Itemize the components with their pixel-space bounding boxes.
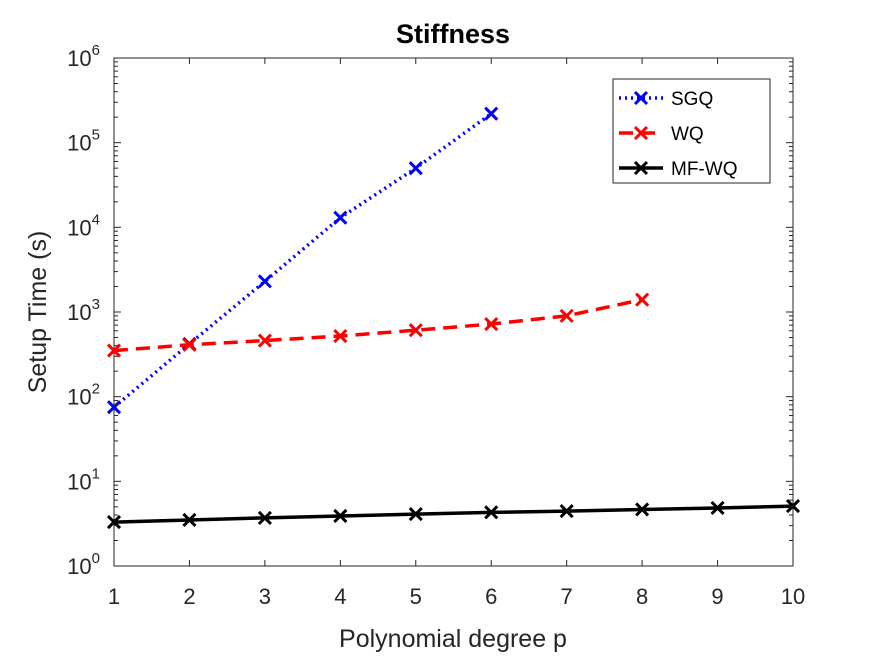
legend-label-wq: WQ [671, 124, 704, 145]
data-point-wq [408, 323, 423, 338]
data-point-wq [106, 343, 122, 358]
tick-layer: 1 2 3 4 5 6 7 8 9 10 100 101 102 103 104 105 106 [67, 42, 805, 609]
x-tick-label: 9 [711, 584, 723, 609]
x-tick-label: 7 [561, 584, 573, 609]
x-tick-label: 2 [183, 584, 195, 609]
y-tick-label: 104 [67, 211, 100, 240]
data-point-wq [257, 333, 272, 348]
y-tick-label: 105 [67, 127, 100, 156]
y-tick-label: 101 [67, 465, 100, 494]
data-point-mf-wq [257, 510, 272, 525]
series-line-wq [113, 297, 643, 353]
chart-title: Stiffness [396, 19, 510, 49]
legend-label-sgq: SGQ [671, 89, 713, 110]
data-point-wq [559, 308, 574, 323]
y-tick-label: 106 [67, 42, 100, 71]
series-line-mf-wq [113, 504, 794, 524]
legend-marker-mf-wq [633, 160, 649, 176]
data-point-mf-wq [710, 500, 725, 516]
data-point-mf-wq [785, 499, 801, 514]
legend: SGQ WQ MF-WQ [612, 78, 771, 184]
data-point-sgq [333, 210, 348, 225]
x-tick-label: 8 [636, 584, 648, 609]
y-tick-label: 100 [67, 550, 100, 579]
x-tick-label: 4 [334, 584, 346, 609]
data-point-mf-wq [484, 505, 499, 520]
data-point-sgq [257, 274, 272, 289]
y-tick-label: 102 [67, 381, 100, 410]
x-tick-label: 6 [485, 584, 497, 609]
data-point-mf-wq [408, 507, 423, 522]
x-tick-label: 5 [410, 584, 422, 609]
data-point-sgq [484, 106, 499, 121]
legend-label-mf-wq: MF-WQ [671, 159, 737, 180]
x-axis-label: Polynomial degree p [339, 625, 567, 653]
series-layer [106, 106, 801, 530]
x-tick-label: 1 [108, 584, 120, 609]
data-point-mf-wq [333, 508, 348, 524]
data-point-mf-wq [182, 512, 197, 527]
data-point-sgq [106, 400, 122, 415]
y-tick-label: 103 [67, 296, 100, 325]
data-point-wq [635, 292, 650, 307]
x-tick-label: 10 [781, 584, 805, 609]
data-point-mf-wq [635, 502, 650, 517]
data-point-wq [333, 328, 348, 344]
legend-marker-sgq [633, 90, 649, 106]
data-point-wq [484, 317, 499, 332]
x-tick-label: 3 [259, 584, 271, 609]
legend-marker-wq [633, 125, 649, 141]
y-axis-label: Setup Time (s) [24, 231, 52, 394]
data-point-mf-wq [559, 504, 574, 519]
data-point-sgq [408, 161, 423, 176]
data-point-wq [182, 337, 197, 352]
